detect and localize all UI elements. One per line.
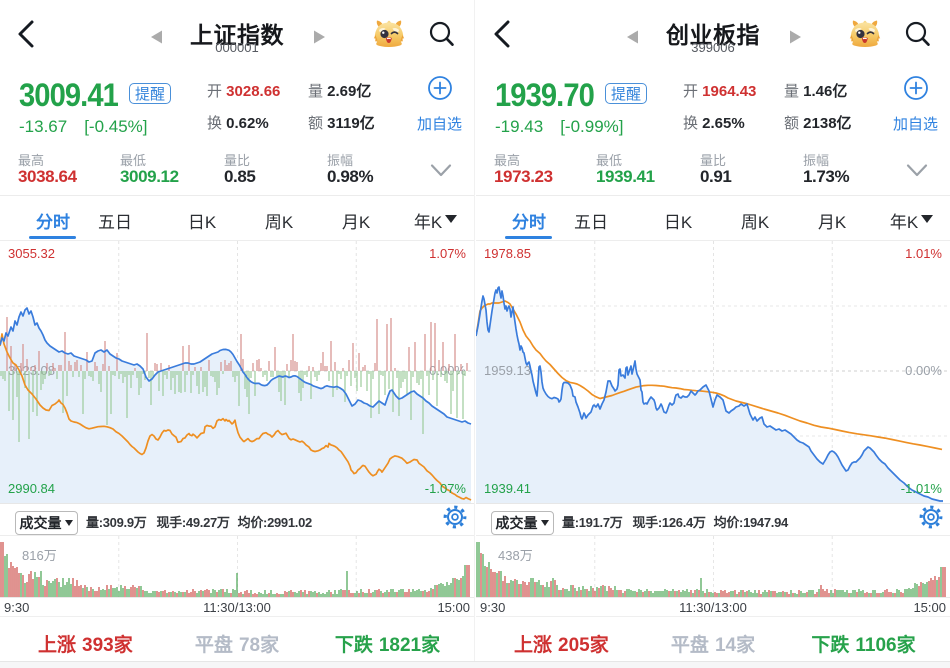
svg-text:0.00%: 0.00% bbox=[905, 363, 942, 378]
svg-text:1959.13: 1959.13 bbox=[484, 363, 531, 378]
